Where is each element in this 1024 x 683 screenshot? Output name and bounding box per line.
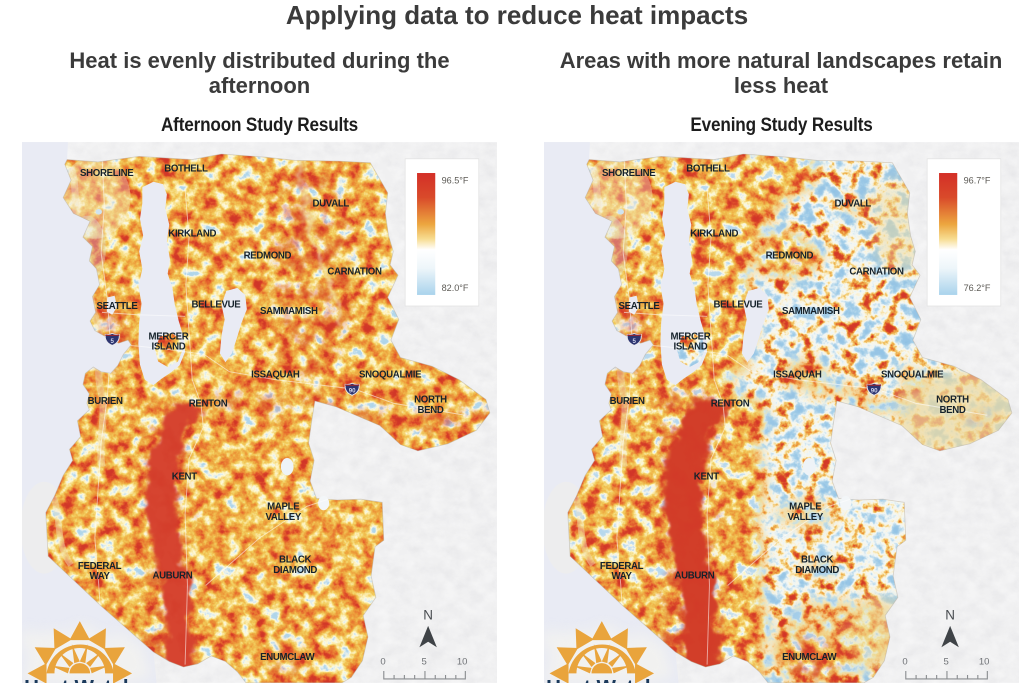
svg-text:SEATTLE: SEATTLE — [619, 301, 661, 312]
svg-text:MERCER: MERCER — [149, 331, 189, 342]
svg-text:SHORELINE: SHORELINE — [602, 168, 656, 179]
svg-text:DIAMOND: DIAMOND — [273, 565, 317, 576]
svg-text:AUBURN: AUBURN — [152, 570, 192, 581]
svg-text:WAY: WAY — [612, 571, 633, 582]
svg-text:AUBURN: AUBURN — [674, 570, 714, 581]
svg-text:BELLEVUE: BELLEVUE — [714, 300, 764, 311]
svg-text:SHORELINE: SHORELINE — [80, 168, 134, 179]
svg-text:SAMMAMISH: SAMMAMISH — [782, 306, 840, 317]
svg-text:BELLEVUE: BELLEVUE — [192, 300, 242, 311]
svg-text:0: 0 — [902, 657, 907, 668]
svg-text:DUVALL: DUVALL — [313, 198, 350, 209]
svg-text:BOTHELL: BOTHELL — [164, 163, 208, 174]
svg-text:CARNATION: CARNATION — [327, 266, 382, 277]
svg-text:96.5°F: 96.5°F — [442, 175, 469, 185]
svg-text:ISLAND: ISLAND — [151, 342, 185, 353]
svg-text:KIRKLAND: KIRKLAND — [168, 228, 216, 239]
svg-text:BEND: BEND — [939, 405, 965, 416]
svg-text:WAY: WAY — [90, 571, 111, 582]
svg-text:82.0°F: 82.0°F — [442, 283, 469, 293]
svg-text:76.2°F: 76.2°F — [964, 283, 991, 293]
svg-text:0: 0 — [380, 657, 385, 668]
svg-text:BURIEN: BURIEN — [88, 396, 123, 407]
svg-text:BLACK: BLACK — [801, 555, 834, 566]
svg-text:RENTON: RENTON — [189, 399, 228, 410]
svg-text:5: 5 — [111, 338, 115, 345]
svg-text:5: 5 — [422, 657, 427, 668]
svg-text:SNOQUALMIE: SNOQUALMIE — [359, 369, 422, 380]
svg-text:VALLEY: VALLEY — [266, 512, 302, 523]
svg-text:DIAMOND: DIAMOND — [795, 565, 839, 576]
svg-text:ISSAQUAH: ISSAQUAH — [251, 369, 300, 380]
svg-text:RENTON: RENTON — [711, 399, 750, 410]
svg-text:5: 5 — [633, 338, 637, 345]
svg-text:SEATTLE: SEATTLE — [97, 301, 139, 312]
svg-text:90: 90 — [871, 388, 878, 395]
svg-text:BOTHELL: BOTHELL — [686, 163, 730, 174]
svg-text:5: 5 — [944, 657, 949, 668]
svg-text:REDMOND: REDMOND — [244, 251, 292, 262]
svg-text:10: 10 — [979, 657, 990, 668]
svg-text:NORTH: NORTH — [936, 395, 969, 406]
svg-text:N: N — [423, 608, 433, 623]
svg-text:ISSAQUAH: ISSAQUAH — [773, 369, 822, 380]
svg-text:BURIEN: BURIEN — [610, 396, 645, 407]
svg-text:MAPLE: MAPLE — [789, 501, 822, 512]
svg-text:BEND: BEND — [417, 405, 443, 416]
svg-text:KIRKLAND: KIRKLAND — [690, 228, 738, 239]
svg-text:SAMMAMISH: SAMMAMISH — [260, 306, 318, 317]
svg-text:ENUMCLAW: ENUMCLAW — [782, 652, 837, 663]
svg-text:FEDERAL: FEDERAL — [600, 561, 644, 572]
svg-text:NORTH: NORTH — [414, 395, 447, 406]
svg-text:CARNATION: CARNATION — [849, 266, 904, 277]
svg-text:FEDERAL: FEDERAL — [78, 561, 122, 572]
svg-text:10: 10 — [457, 657, 468, 668]
svg-text:MAPLE: MAPLE — [267, 501, 300, 512]
svg-text:KENT: KENT — [694, 471, 719, 482]
svg-text:KENT: KENT — [172, 471, 197, 482]
svg-text:90: 90 — [349, 388, 356, 395]
svg-text:SNOQUALMIE: SNOQUALMIE — [881, 369, 944, 380]
svg-text:Heat Watch: Heat Watch — [24, 676, 135, 683]
svg-text:ISLAND: ISLAND — [673, 342, 707, 353]
svg-text:DUVALL: DUVALL — [835, 198, 872, 209]
svg-text:ENUMCLAW: ENUMCLAW — [260, 652, 315, 663]
svg-text:96.7°F: 96.7°F — [964, 175, 991, 185]
svg-text:MERCER: MERCER — [671, 331, 711, 342]
svg-text:N: N — [945, 608, 955, 623]
svg-text:Heat Watch: Heat Watch — [546, 676, 657, 683]
svg-text:BLACK: BLACK — [279, 555, 312, 566]
svg-text:VALLEY: VALLEY — [788, 512, 824, 523]
svg-text:REDMOND: REDMOND — [766, 251, 814, 262]
